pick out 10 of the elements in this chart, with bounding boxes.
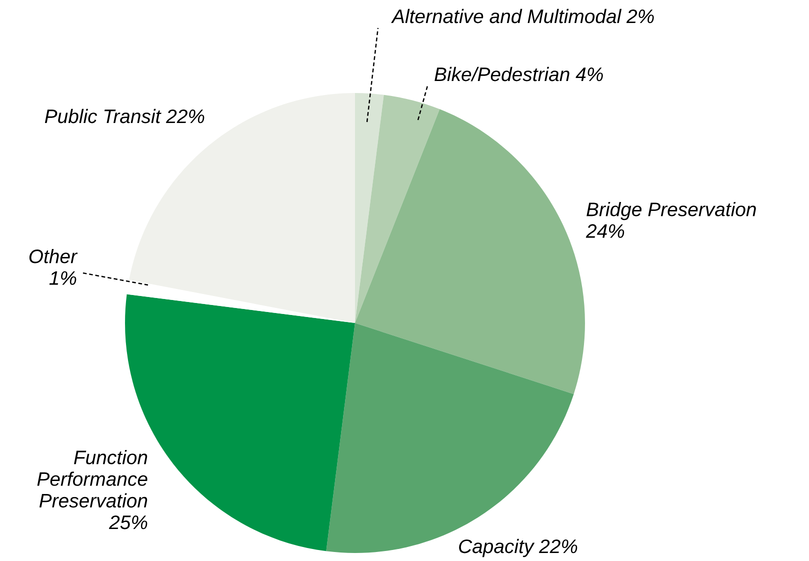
data-label: 25% — [108, 515, 148, 530]
data-label: 24% — [586, 224, 624, 238]
slice-label: Public Transit 22% — [44, 108, 204, 124]
slice-label: Other — [29, 249, 78, 264]
slice-label: Bridge Preservation — [586, 202, 756, 220]
slice-label: Capacity 22% — [459, 538, 578, 558]
data-label: 1% — [49, 271, 76, 285]
slice-label: Bike/Pedestrian 4% — [434, 66, 603, 82]
slice-label: Function Performance Preservation — [37, 450, 148, 508]
slice-label: Alternative and Multimodal 2% — [391, 8, 654, 24]
